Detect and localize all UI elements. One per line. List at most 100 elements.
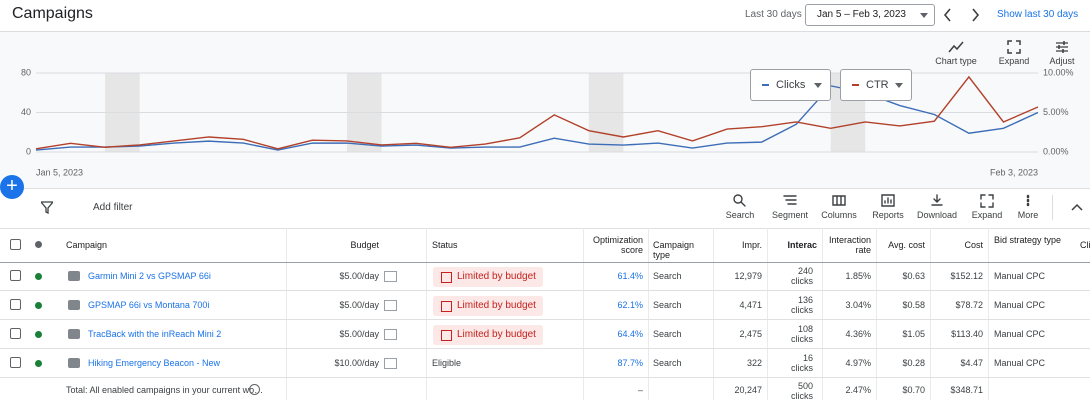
toolbar-button[interactable]: Expand xyxy=(963,194,1011,220)
series-dropdown[interactable]: Clicks xyxy=(750,69,831,101)
table-cell: $4.47 xyxy=(960,358,983,368)
button-label: Reports xyxy=(872,210,904,220)
icon-path xyxy=(783,195,797,205)
nav-arrows[interactable] xyxy=(943,8,983,22)
toolbar-button[interactable]: More xyxy=(1004,194,1052,220)
table-cell[interactable]: 62.1% xyxy=(617,300,643,310)
caret xyxy=(814,83,822,88)
column-header: Bid strategy type xyxy=(994,235,1062,245)
chart-type-button[interactable]: Chart type xyxy=(931,40,981,66)
row-checkbox[interactable] xyxy=(10,328,21,339)
table-cell[interactable]: $10.00/day xyxy=(334,358,379,368)
page-title: Campaigns xyxy=(12,5,93,22)
campaign-icon xyxy=(68,358,80,368)
table-cell[interactable]: 87.7% xyxy=(617,358,643,368)
total-cell: $348.71 xyxy=(950,385,983,395)
date-picker[interactable]: Jan 5 – Feb 3, 2023 xyxy=(805,4,935,26)
table-cell: Search xyxy=(653,300,682,310)
row-checkbox[interactable] xyxy=(10,357,21,368)
toolbar-button[interactable]: Reports xyxy=(864,194,912,220)
toolbar-button[interactable]: Segment xyxy=(766,194,814,220)
column-header: Cli xyxy=(1080,240,1090,250)
icon-path xyxy=(733,194,746,207)
table-cell[interactable]: $5.00/day xyxy=(339,271,379,281)
series-dropdown[interactable]: CTR xyxy=(840,69,912,101)
table-cell[interactable]: $5.00/day xyxy=(339,300,379,310)
header-cell[interactable] xyxy=(10,239,21,250)
date-range: Jan 5 – Feb 3, 2023 xyxy=(817,9,906,20)
header-line xyxy=(0,262,1090,263)
status-dot xyxy=(35,360,42,367)
icon xyxy=(1007,40,1021,54)
row-checkbox[interactable] xyxy=(10,270,21,281)
column-header: Campaign xyxy=(66,240,108,250)
icon-path xyxy=(931,194,943,206)
table-cell[interactable]: 61.4% xyxy=(617,271,643,281)
table-cell: 1.85% xyxy=(845,271,871,281)
campaign-link[interactable]: TracBack with the inReach Mini 2 xyxy=(88,329,222,339)
campaign-icon xyxy=(68,300,80,310)
icon xyxy=(881,194,895,207)
table-cell[interactable]: 64.4% xyxy=(617,329,643,339)
filter-icon[interactable] xyxy=(41,201,53,214)
button-label: Expand xyxy=(998,56,1030,66)
status-text: Limited by budget xyxy=(457,329,536,340)
header: Campaigns Last 30 days Jan 5 – Feb 3, 20… xyxy=(0,0,1090,32)
collapse-icon[interactable] xyxy=(1071,203,1083,211)
column-divider xyxy=(930,228,931,400)
table-cell: $78.72 xyxy=(955,300,983,310)
column-header: Budget xyxy=(350,240,379,250)
toolbar-button[interactable]: Download xyxy=(913,194,961,220)
table-cell: 4.36% xyxy=(845,329,871,339)
campaign-link[interactable]: Hiking Emergency Beacon - New xyxy=(88,358,221,368)
add-button[interactable]: + xyxy=(0,175,24,199)
adjust-button[interactable]: Adjust xyxy=(1037,40,1087,66)
y2-tick-label: 0.00% xyxy=(1043,146,1069,156)
row-line xyxy=(0,348,1090,349)
table-cell: Search xyxy=(653,271,682,281)
campaign-link[interactable]: GPSMAP 66i vs Montana 700i xyxy=(88,300,210,310)
column-header: Status xyxy=(432,240,458,250)
icon xyxy=(980,194,994,208)
campaign-icon xyxy=(68,271,80,281)
table-cell: Search xyxy=(653,358,682,368)
column-header: Interaction rate xyxy=(828,235,871,255)
table-cell: Manual CPC xyxy=(994,329,1046,339)
column-header: Impr. xyxy=(741,240,762,250)
table-cell[interactable]: $5.00/day xyxy=(339,329,379,339)
show-link[interactable]: Show last 30 days xyxy=(997,9,1079,20)
row-line xyxy=(0,319,1090,320)
table-top-line xyxy=(0,228,1090,229)
table-cell: 2,475 xyxy=(739,329,762,339)
toolbar-button[interactable]: Columns xyxy=(815,194,863,220)
y-tick-label: 40 xyxy=(21,107,31,117)
status-dot xyxy=(35,273,42,280)
table-cell: 322 xyxy=(746,358,762,368)
divider xyxy=(1052,195,1053,220)
row-checkbox[interactable] xyxy=(10,299,21,310)
column-divider xyxy=(822,228,823,400)
table-cell: $113.40 xyxy=(951,329,983,339)
table-cell: 16 clicks xyxy=(791,353,813,373)
table-cell: 240 clicks xyxy=(791,266,813,286)
status-text: Limited by budget xyxy=(457,300,536,311)
icon xyxy=(1026,194,1030,207)
range-label: Last 30 days xyxy=(745,9,802,20)
add-filter[interactable]: Add filter xyxy=(93,202,133,213)
y-tick-label: 80 xyxy=(21,67,31,77)
caret xyxy=(895,83,903,88)
icon xyxy=(832,195,846,206)
column-header: Interac xyxy=(787,240,817,250)
chart-area: 0 40 80 0.00% 5.00% 10.00% Jan 5, 2023 Feb 3, 2… xyxy=(0,32,1090,189)
table-cell: Manual CPC xyxy=(994,300,1046,310)
toolbar-button[interactable]: Search xyxy=(716,194,764,220)
expand-button[interactable]: Expand xyxy=(989,40,1039,66)
campaign-link[interactable]: Garmin Mini 2 vs GPSMAP 66i xyxy=(88,271,211,281)
column-divider xyxy=(988,228,989,400)
column-header: Avg. cost xyxy=(888,240,925,250)
icon-path xyxy=(980,194,994,208)
chart-icon xyxy=(441,330,452,341)
legend-swatch xyxy=(762,84,769,86)
icon xyxy=(783,195,797,205)
y2-tick-label: 5.00% xyxy=(1043,107,1069,117)
